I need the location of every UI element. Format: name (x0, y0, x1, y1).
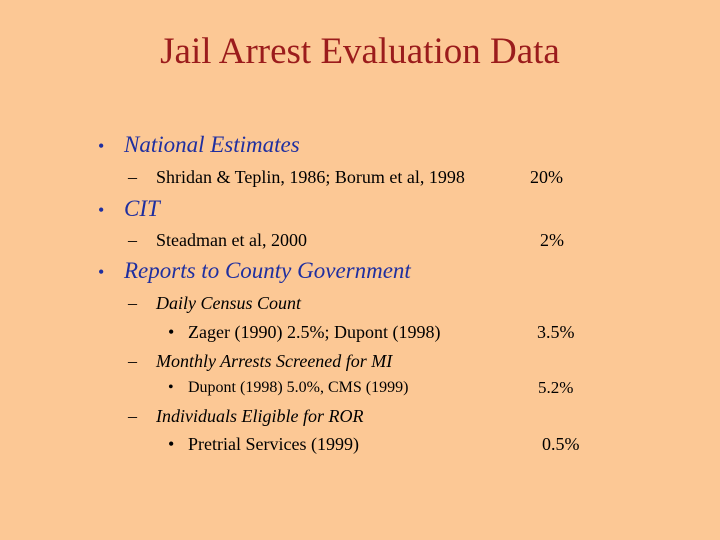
estimate-value: 3.5% (537, 322, 575, 342)
citation-text: Steadman et al, 2000 (156, 230, 307, 250)
subsection-label: – Individuals Eligible for ROR (128, 406, 364, 426)
citation-row: • Dupont (1998) 5.0%, CMS (1999) (168, 379, 408, 397)
dash-icon: – (128, 351, 137, 371)
citation-row: • Pretrial Services (1999) (168, 434, 359, 455)
bullet-icon: • (168, 322, 175, 342)
subsection-label: – Daily Census Count (128, 293, 302, 313)
bullet-icon: • (168, 434, 175, 454)
citation-text: Zager (1990) 2.5%; Dupont (1998) (188, 322, 441, 342)
dash-icon: – (128, 167, 137, 187)
estimate-value: 20% (530, 167, 563, 187)
section-heading: Reports to County Government (124, 258, 411, 283)
citation-text: Dupont (1998) 5.0%, CMS (1999) (188, 379, 409, 396)
slide-title: Jail Arrest Evaluation Data (160, 31, 560, 72)
dash-icon: – (128, 230, 137, 250)
citation-row: – Shridan & Teplin, 1986; Borum et al, 19… (128, 167, 465, 188)
estimate-value: 0.5% (542, 434, 580, 454)
bullet-cit: • CIT (98, 196, 160, 222)
bullet-icon: • (98, 136, 105, 156)
bullet-icon: • (168, 379, 174, 396)
dash-icon: – (128, 293, 137, 313)
citation-text: Pretrial Services (1999) (188, 434, 359, 454)
bullet-icon: • (98, 262, 105, 282)
citation-row: • Zager (1990) 2.5%; Dupont (1998) (168, 322, 440, 343)
subsection-label: – Monthly Arrests Screened for MI (128, 351, 393, 371)
dash-icon: – (128, 406, 137, 426)
estimate-value: 5.2% (538, 378, 574, 397)
section-heading: National Estimates (124, 132, 300, 157)
bullet-reports-county: • Reports to County Government (98, 258, 411, 284)
estimate-value: 2% (540, 230, 564, 250)
bullet-national-estimates: • National Estimates (98, 132, 300, 158)
section-heading: CIT (124, 196, 160, 221)
citation-text: Shridan & Teplin, 1986; Borum et al, 199… (156, 167, 465, 187)
citation-row: – Steadman et al, 2000 (128, 230, 307, 251)
bullet-icon: • (98, 200, 105, 220)
